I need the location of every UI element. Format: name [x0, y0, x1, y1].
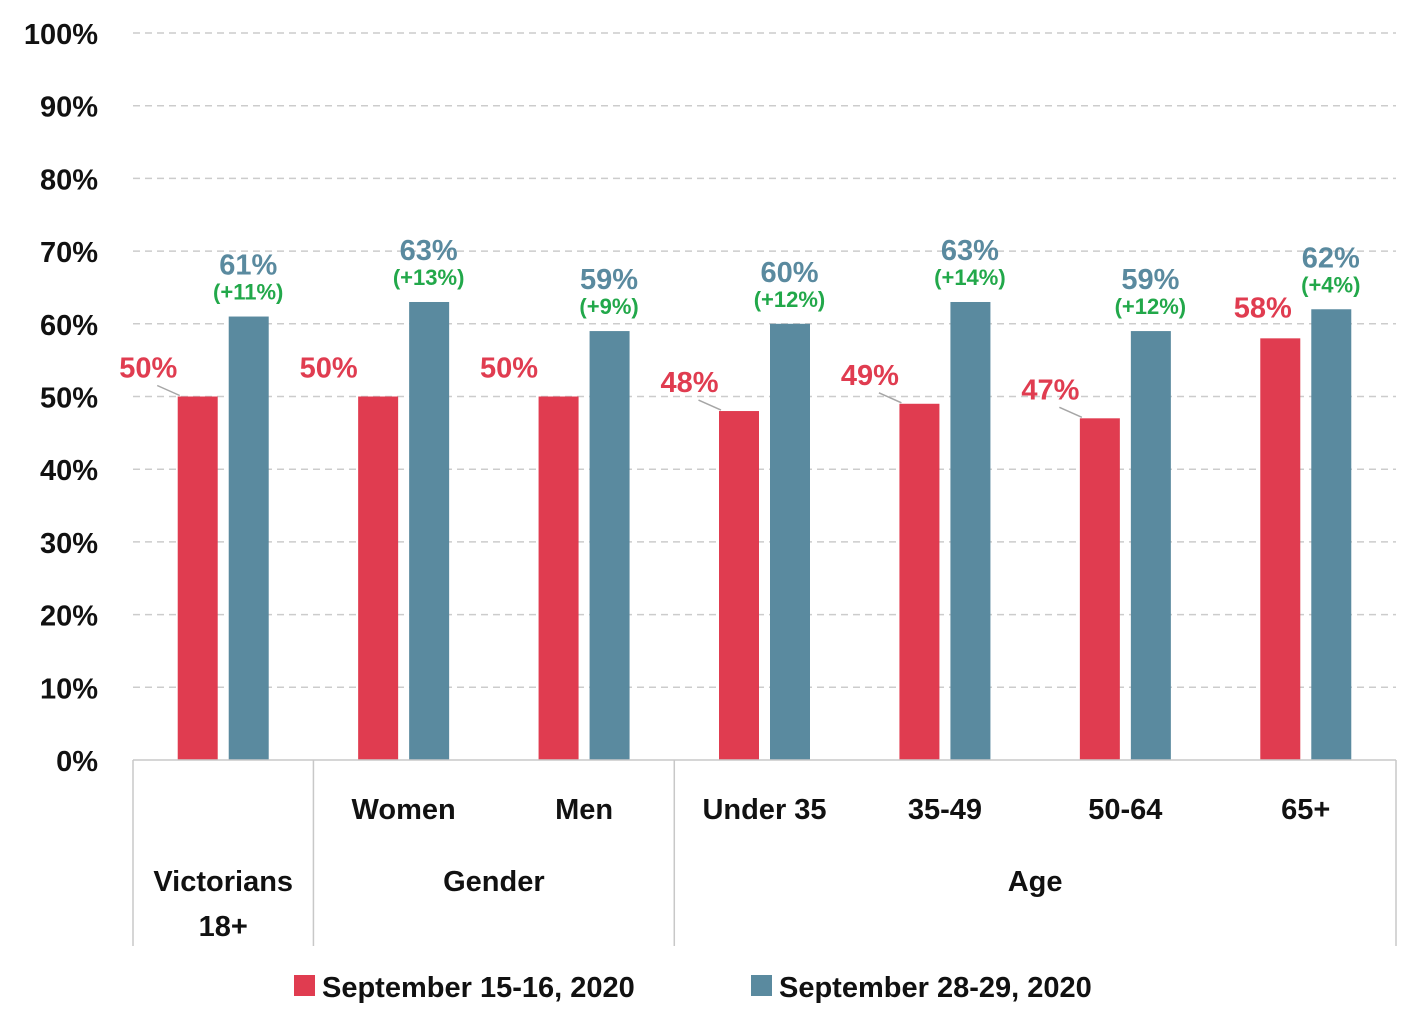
y-tick-label: 90%	[40, 92, 98, 124]
data-label-series-1: 50%	[480, 353, 538, 385]
legend: September 15-16, 2020 September 28-29, 20…	[294, 972, 1092, 1004]
legend-label: September 15-16, 2020	[322, 972, 635, 1004]
label-leader-line	[698, 399, 722, 411]
y-tick-label: 70%	[40, 237, 98, 269]
x-group-label: Age	[1008, 866, 1063, 898]
data-label-series-2: 59%	[580, 264, 638, 296]
data-labels: 50%61%(+11%)50%63%(+13%)50%59%(+9%)48%60…	[119, 235, 1360, 418]
y-tick-label: 100%	[24, 19, 98, 51]
x-group-label: 18+	[199, 911, 248, 943]
bar-series-2	[1130, 331, 1171, 760]
x-group-label: Victorians	[153, 866, 293, 898]
bar-series-1	[719, 411, 759, 760]
change-label: (+11%)	[213, 280, 283, 305]
y-tick-label: 40%	[40, 455, 98, 487]
change-label: (+13%)	[393, 265, 465, 290]
y-tick-label: 0%	[56, 746, 98, 778]
data-label-series-1: 58%	[1234, 292, 1292, 324]
gridlines	[133, 32, 1396, 689]
bar-series-1	[177, 396, 218, 760]
bar-series-2	[409, 301, 450, 760]
x-category-label: 35-49	[908, 794, 982, 826]
change-label: (+4%)	[1301, 272, 1360, 297]
change-label: (+14%)	[934, 265, 1006, 290]
data-label-series-1: 50%	[119, 353, 177, 385]
x-category-label: Women	[352, 794, 456, 826]
label-leader-line	[156, 384, 181, 397]
x-group-label: Gender	[443, 866, 545, 898]
legend-label: September 28-29, 2020	[779, 972, 1092, 1004]
y-tick-label: 60%	[40, 310, 98, 342]
x-category-label: 65+	[1281, 794, 1330, 826]
bar-series-1	[538, 396, 579, 760]
bar-series-1	[1079, 418, 1120, 760]
change-label: (+12%)	[1115, 294, 1187, 319]
label-leader-line	[1059, 406, 1083, 418]
bar-series-1	[899, 403, 940, 760]
bar-series-2	[228, 316, 269, 760]
y-axis: 0% 10% 20% 30% 40% 50% 60% 70% 80% 90% 100%	[24, 19, 98, 778]
bar-series-2	[589, 331, 630, 760]
data-label-series-1: 50%	[300, 353, 358, 385]
bars	[177, 301, 1352, 760]
y-tick-label: 50%	[40, 383, 98, 415]
y-tick-label: 20%	[40, 601, 98, 633]
data-label-series-1: 49%	[841, 360, 899, 392]
y-tick-label: 80%	[40, 164, 98, 196]
change-label: (+9%)	[579, 294, 638, 319]
legend-swatch	[751, 975, 772, 996]
legend-swatch	[294, 975, 315, 996]
x-category-label: 50-64	[1088, 794, 1162, 826]
x-category-label: Under 35	[702, 794, 826, 826]
bar-series-2	[950, 301, 991, 760]
x-category-label: Men	[555, 794, 613, 826]
data-label-series-2: 61%	[219, 250, 277, 282]
bar-series-2	[770, 323, 810, 760]
data-label-series-2: 60%	[760, 257, 818, 289]
data-label-series-2: 59%	[1121, 264, 1179, 296]
y-tick-label: 30%	[40, 528, 98, 560]
data-label-series-1: 47%	[1021, 374, 1079, 406]
data-label-series-2: 63%	[400, 235, 458, 267]
y-tick-label: 10%	[40, 673, 98, 705]
bar-series-2	[1311, 309, 1352, 760]
data-label-series-2: 62%	[1302, 242, 1360, 274]
label-leader-line	[878, 392, 902, 404]
bar-series-1	[358, 396, 399, 760]
data-label-series-1: 48%	[660, 367, 718, 399]
bar-series-1	[1260, 338, 1301, 760]
data-label-series-2: 63%	[941, 235, 999, 267]
x-axis: Women Men Under 35 35-49 50-64 65+ Victorians 1…	[132, 759, 1397, 946]
change-label: (+12%)	[754, 287, 826, 312]
